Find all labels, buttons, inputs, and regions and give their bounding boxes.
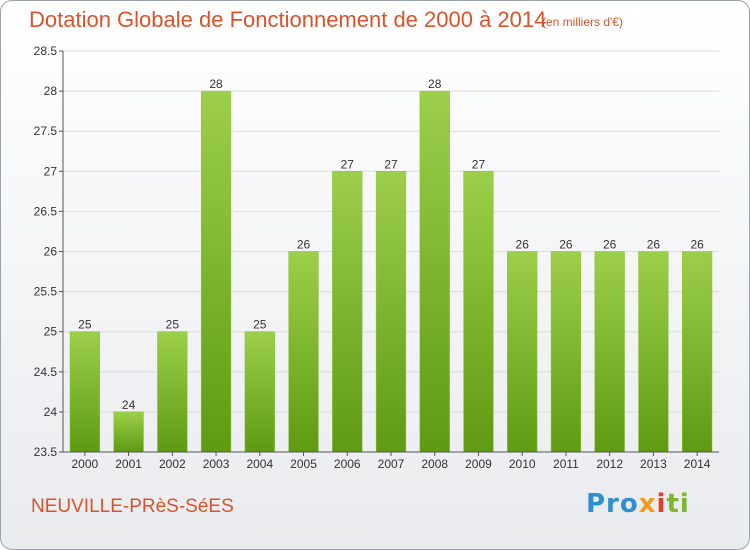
bar-value-label: 26 <box>297 238 311 252</box>
x-tick-label: 2011 <box>553 457 579 471</box>
logo-part-4: ti <box>666 489 690 519</box>
bar-value-label: 25 <box>78 318 92 332</box>
bar-2004[interactable] <box>244 331 275 453</box>
bar-value-label: 27 <box>472 157 486 171</box>
logo-part-1: Pro <box>586 489 639 519</box>
bar-value-label: 26 <box>647 238 661 252</box>
bar-2012[interactable] <box>594 251 625 453</box>
logo-part-2: x <box>638 489 657 519</box>
bar-value-label: 28 <box>428 77 442 91</box>
y-tick-label: 23.5 <box>34 445 58 459</box>
bar-value-label: 25 <box>253 318 267 332</box>
x-tick-label: 2007 <box>378 457 405 471</box>
y-tick-label: 27 <box>44 164 58 178</box>
x-tick-label: 2014 <box>684 457 711 471</box>
bar-value-label: 28 <box>209 77 223 91</box>
bar-2007[interactable] <box>375 171 407 453</box>
x-tick-label: 2001 <box>115 457 142 471</box>
bar-2014[interactable] <box>682 251 713 453</box>
x-tick-label: 2009 <box>465 457 492 471</box>
chart-subtitle: (en milliers d'€) <box>542 15 623 29</box>
x-tick-label: 2008 <box>421 457 448 471</box>
bar-2002[interactable] <box>157 331 188 453</box>
bar-2006[interactable] <box>332 171 363 453</box>
bar-value-label: 27 <box>384 157 398 171</box>
bar-value-label: 26 <box>690 238 704 252</box>
bar-2001[interactable] <box>113 411 144 453</box>
bar-2011[interactable] <box>550 251 582 453</box>
x-tick-label: 2012 <box>596 457 623 471</box>
bar-value-label: 26 <box>559 238 573 252</box>
chart-title: Dotation Globale de Fonctionnement de 20… <box>29 7 547 32</box>
bar-value-label: 26 <box>516 238 530 252</box>
bar-2010[interactable] <box>507 251 538 453</box>
bar-value-label: 24 <box>122 398 136 412</box>
x-tick-label: 2013 <box>640 457 667 471</box>
x-tick-label: 2004 <box>246 457 273 471</box>
y-tick-label: 26 <box>44 245 58 259</box>
y-tick-label: 25 <box>44 325 58 339</box>
bar-2000[interactable] <box>69 331 100 453</box>
proxiti-logo[interactable]: Proxiti <box>586 489 690 519</box>
logo-part-3: i <box>656 489 667 519</box>
x-tick-label: 2003 <box>203 457 230 471</box>
bar-2003[interactable] <box>200 90 232 453</box>
bar-2009[interactable] <box>463 171 494 453</box>
commune-name: NEUVILLE-PRèS-SéES <box>31 496 234 517</box>
bar-2005[interactable] <box>288 251 319 453</box>
x-tick-label: 2000 <box>72 457 99 471</box>
y-tick-label: 24.5 <box>34 365 58 379</box>
bar-value-label: 25 <box>166 318 180 332</box>
bar-2013[interactable] <box>638 251 669 453</box>
y-tick-label: 26.5 <box>34 204 58 218</box>
y-tick-label: 28.5 <box>34 44 58 58</box>
x-tick-label: 2006 <box>334 457 361 471</box>
x-tick-label: 2010 <box>509 457 536 471</box>
x-tick-label: 2005 <box>290 457 317 471</box>
y-tick-label: 27.5 <box>34 124 58 138</box>
x-tick-label: 2002 <box>159 457 186 471</box>
bar-value-label: 26 <box>603 238 617 252</box>
y-tick-label: 24 <box>44 405 58 419</box>
bar-value-label: 27 <box>341 157 355 171</box>
y-tick-label: 25.5 <box>34 285 58 299</box>
y-tick-label: 28 <box>44 84 58 98</box>
bar-2008[interactable] <box>419 90 450 453</box>
